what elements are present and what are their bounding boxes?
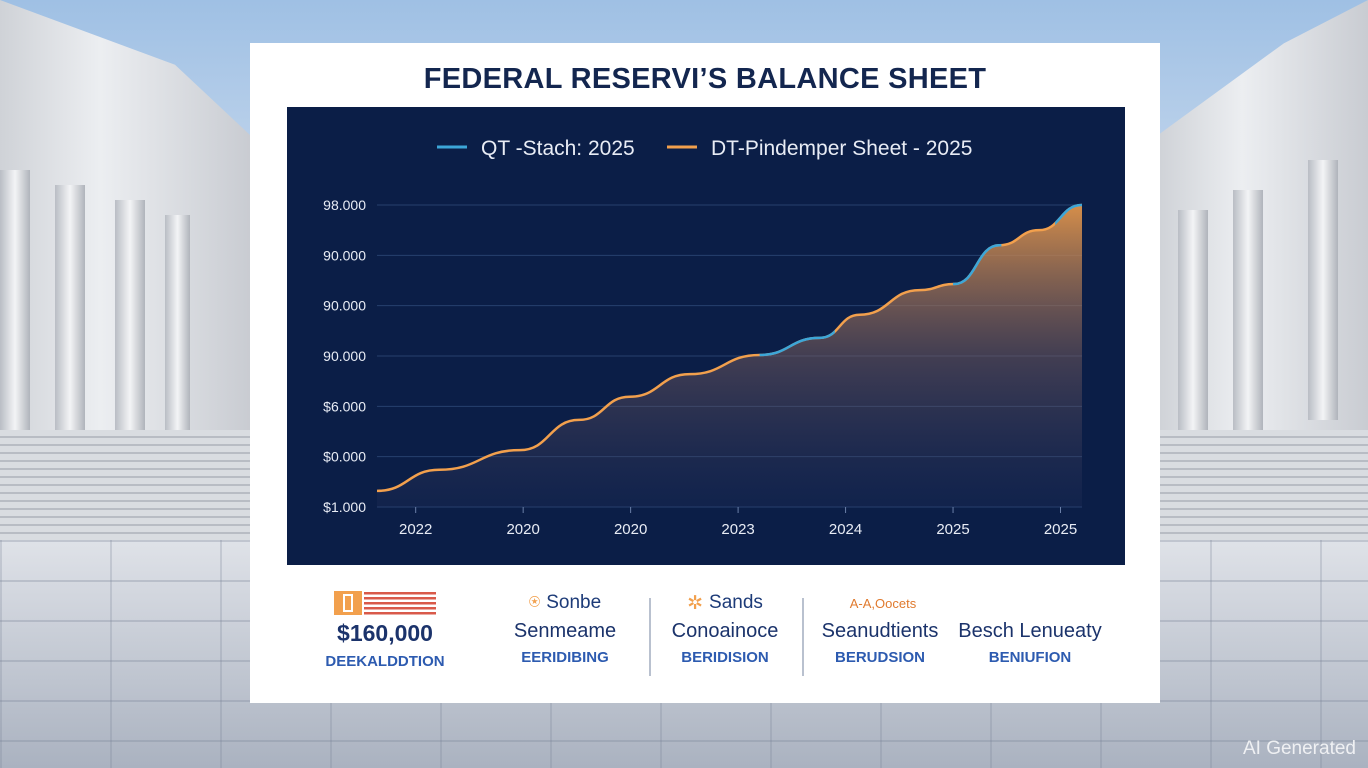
y-tick-label: 90.000	[323, 348, 366, 364]
stat-label: DEEKALDDTION	[325, 653, 445, 670]
column	[1233, 190, 1263, 450]
y-tick-label: $6.000	[323, 398, 366, 414]
chart-area: $1.000 $0.000 $6.000 90.000 90.000 90.000 98.0…	[287, 107, 1125, 565]
stat-head: Sands	[709, 592, 763, 613]
series-line-qt	[759, 203, 1083, 493]
steps-left	[0, 430, 250, 540]
stat-head: A-A,Oocets	[849, 595, 917, 611]
y-tick-label: 98.000	[323, 197, 366, 213]
stat-item: A-A,Oocets Seanudtients BERUDSION	[805, 588, 955, 667]
stat-item: $160,000 DEEKALDDTION	[310, 588, 460, 670]
coin-icon: ⍟	[528, 592, 541, 613]
stat-label: BERUDSION	[834, 649, 925, 666]
legend-label: DT-Pindemper Sheet - 2025	[711, 137, 972, 160]
steps-right	[1158, 430, 1368, 540]
x-tick-label: 2020	[506, 521, 539, 538]
x-tick-label: 2025	[936, 521, 969, 538]
x-tick-label: 2023	[721, 521, 754, 538]
x-tick-label: 2022	[399, 521, 432, 538]
x-tick-label: 2020	[614, 521, 647, 538]
stats-row: $160,000 DEEKALDDTION ⍟ Sonbe Senmeame EE…	[250, 588, 1160, 688]
balance-chart: $1.000 $0.000 $6.000 90.000 90.000 90.000 98.0…	[323, 137, 1083, 538]
x-tick-label: 2025	[1044, 521, 1077, 538]
divider	[802, 598, 804, 676]
legend-label: QT -Stach: 2025	[481, 137, 635, 160]
stat-head: Sonbe	[546, 592, 602, 613]
y-tick-label: 90.000	[323, 247, 366, 263]
gear-icon: ✲	[687, 592, 704, 614]
page-title: FEDERAL RESERVI’S BALANCE SHEET	[423, 63, 987, 95]
watermark: AI Generated	[1242, 738, 1356, 759]
y-tick-label: $0.000	[323, 449, 366, 465]
stat-label: EERIDIBING	[521, 649, 609, 666]
column	[55, 185, 85, 445]
column	[1308, 160, 1338, 420]
stat-value: Seanudtients	[821, 620, 939, 642]
column	[115, 200, 145, 460]
stat-item: ⍟ Sonbe Senmeame EERIDIBING	[490, 588, 640, 666]
column	[1178, 210, 1208, 470]
y-tick-label: $1.000	[323, 499, 366, 515]
y-tick-label: 90.000	[323, 298, 366, 314]
stat-value: Besch Lenueaty	[958, 620, 1102, 642]
divider	[649, 598, 651, 676]
stat-value: Conoainoce	[671, 620, 779, 642]
column	[0, 170, 30, 430]
flag-icon	[310, 588, 460, 618]
infographic-panel: FEDERAL RESERVI’S BALANCE SHEET $1.000 $0…	[250, 43, 1160, 703]
stat-item: Besch Lenueaty BENIUFION	[955, 588, 1105, 666]
stat-label: BENIUFION	[988, 649, 1072, 666]
stat-item: ✲ Sands Conoainoce BERIDISION	[650, 588, 800, 666]
stat-label: BERIDISION	[681, 649, 769, 666]
stat-value: Senmeame	[513, 620, 617, 642]
stat-value: $160,000	[337, 620, 433, 646]
x-tick-label: 2024	[829, 521, 862, 538]
